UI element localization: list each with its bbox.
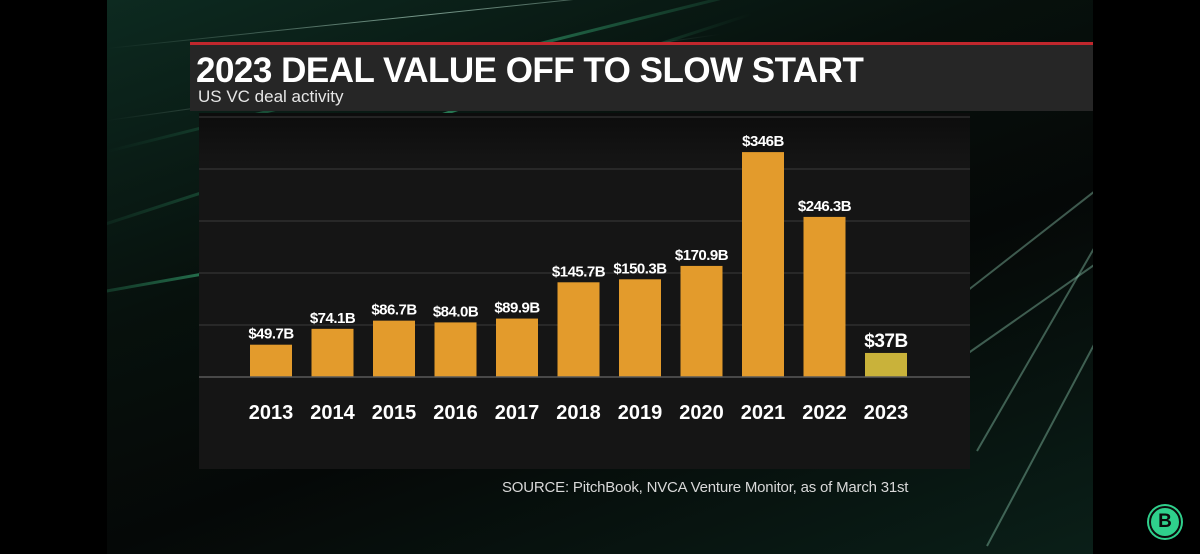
bar-2021 [742, 152, 784, 377]
bar-2014 [311, 328, 354, 377]
bar-2015 [373, 320, 415, 377]
bar-2019 [619, 279, 661, 377]
background-floor-line [966, 148, 1093, 292]
title-bar: 2023 DEAL VALUE OFF TO SLOW START US VC … [190, 42, 1093, 111]
bar-label-2016: $84.0B [433, 303, 479, 320]
x-tick-2022: 2022 [802, 402, 847, 424]
bloomberg-logo-icon: B [1149, 506, 1181, 538]
bar-label-2018: $145.7B [552, 263, 606, 280]
x-tick-2019: 2019 [618, 402, 663, 424]
bar-2022 [803, 216, 846, 377]
bar-2016 [434, 322, 477, 377]
bar-2013 [250, 344, 292, 377]
x-tick-2016: 2016 [433, 402, 478, 424]
bar-label-2017: $89.9B [494, 300, 540, 317]
x-tick-2017: 2017 [495, 402, 540, 424]
background-floor-line [976, 208, 1093, 452]
x-tick-2018: 2018 [556, 402, 601, 424]
chart-panel: $49.7B 2013 $74.1B 2014 $86.7B 2015 $84.0B 2016… [199, 113, 970, 469]
bar-label-2015: $86.7B [371, 302, 417, 319]
bar-2018 [557, 282, 600, 377]
x-tick-2023: 2023 [864, 402, 909, 424]
x-tick-2015: 2015 [372, 402, 417, 424]
bar-label-2023: $37B [864, 331, 907, 352]
chart-title: 2023 DEAL VALUE OFF TO SLOW START [196, 51, 864, 90]
x-tick-2013: 2013 [249, 402, 294, 424]
chart-subtitle: US VC deal activity [198, 87, 344, 106]
bar-label-2014: $74.1B [310, 310, 356, 327]
bar-chart: $49.7B 2013 $74.1B 2014 $86.7B 2015 $84.0B 2016… [199, 116, 970, 424]
bar-2017 [496, 318, 538, 377]
x-tick-2014: 2014 [310, 402, 355, 424]
bar-label-2021: $346B [742, 133, 784, 150]
bar-label-2020: $170.9B [675, 247, 729, 264]
bar-label-2022: $246.3B [798, 198, 852, 215]
bar-2020 [680, 265, 723, 377]
bar-label-2013: $49.7B [248, 326, 294, 343]
x-tick-2020: 2020 [679, 402, 724, 424]
x-tick-2021: 2021 [741, 402, 786, 424]
bar-label-2019: $150.3B [613, 260, 667, 277]
bar-2023 [865, 352, 907, 377]
source-note: SOURCE: PitchBook, NVCA Venture Monitor,… [502, 479, 909, 496]
